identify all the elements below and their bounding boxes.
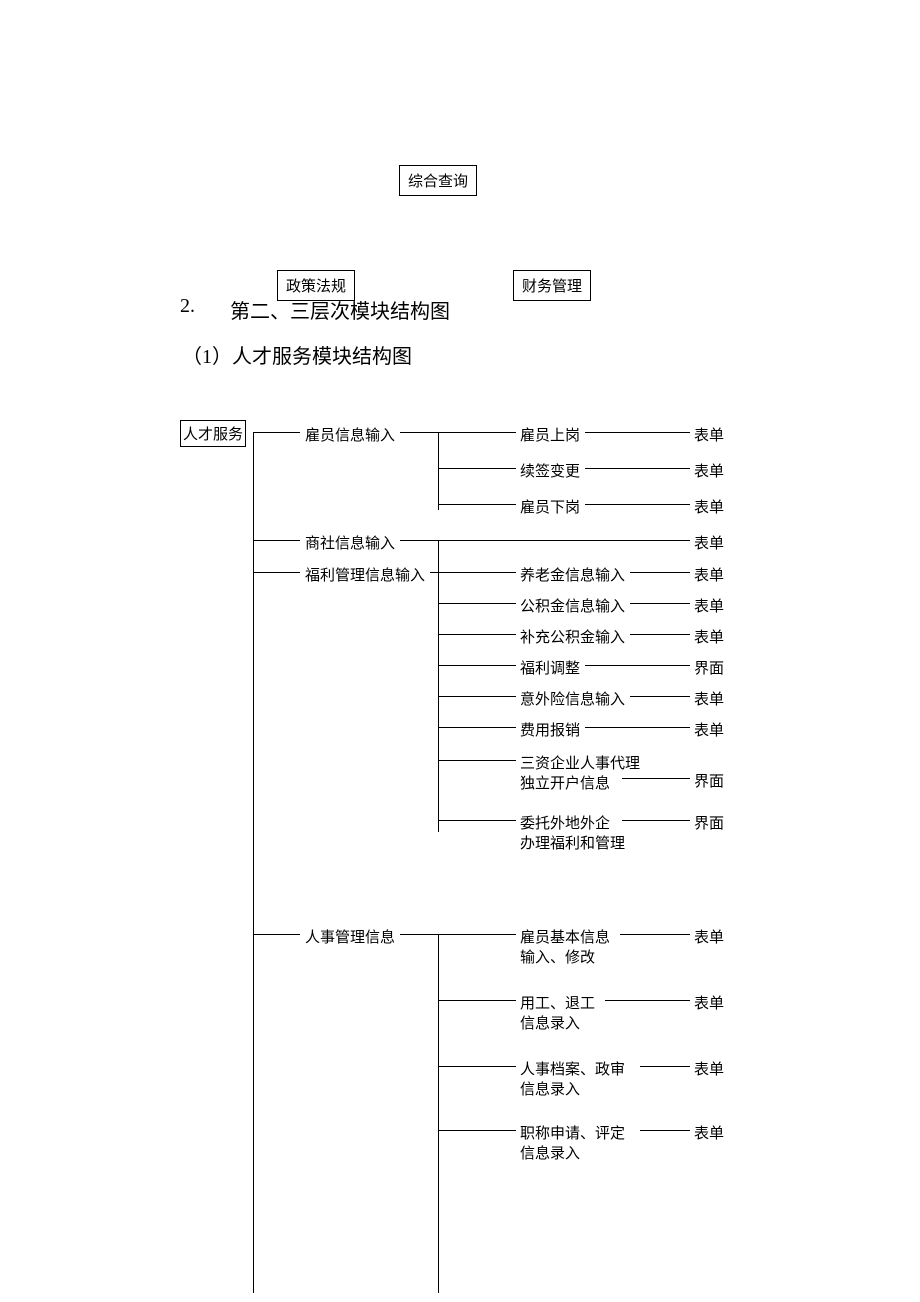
- vline-main: [253, 432, 254, 1293]
- h-b2: [438, 603, 516, 604]
- h-c1: [438, 934, 516, 935]
- h-a2-tag: [585, 468, 690, 469]
- h-c4: [438, 1130, 516, 1131]
- h-main-n2: [253, 540, 300, 541]
- h-main-n3: [253, 572, 300, 573]
- c4a: 职称申请、评定: [520, 1122, 625, 1143]
- b8-tag: 界面: [694, 812, 724, 833]
- h-a1-tag: [585, 432, 690, 433]
- b8a: 委托外地外企: [520, 812, 610, 833]
- h-b5-tag: [630, 696, 690, 697]
- box-zonghe: 综合查询: [399, 165, 477, 196]
- h-b1-tag: [630, 572, 690, 573]
- h-a3-tag: [585, 504, 690, 505]
- b4: 福利调整: [520, 657, 580, 678]
- heading-1: 第二、三层次模块结构图: [230, 295, 450, 324]
- a2-tag: 表单: [694, 460, 724, 481]
- h-b1: [438, 572, 516, 573]
- h-n1-sub: [400, 432, 438, 433]
- a2: 续签变更: [520, 460, 580, 481]
- h-b6-tag: [585, 727, 690, 728]
- h-c3-tag: [640, 1066, 690, 1067]
- b3-tag: 表单: [694, 626, 724, 647]
- root-box: 人才服务: [180, 420, 246, 447]
- heading-num: 2.: [180, 295, 195, 318]
- h-b6: [438, 727, 516, 728]
- h-b3: [438, 634, 516, 635]
- c1-tag: 表单: [694, 926, 724, 947]
- h-n4-sub: [400, 934, 438, 935]
- h-b7: [438, 760, 516, 761]
- n3: 福利管理信息输入: [305, 564, 425, 585]
- a3-tag: 表单: [694, 496, 724, 517]
- h-c4-tag: [640, 1130, 690, 1131]
- b3: 补充公积金输入: [520, 626, 625, 647]
- b6: 费用报销: [520, 719, 580, 740]
- h-c1-tag: [620, 934, 690, 935]
- b4-tag: 界面: [694, 657, 724, 678]
- c2-tag: 表单: [694, 992, 724, 1013]
- a1: 雇员上岗: [520, 424, 580, 445]
- vline-sub1: [438, 432, 439, 510]
- h-b8: [438, 820, 516, 821]
- b8b: 办理福利和管理: [520, 832, 625, 853]
- h-b8-tag: [622, 820, 690, 821]
- b1-tag: 表单: [694, 564, 724, 585]
- h-b2-tag: [630, 603, 690, 604]
- h-a3: [438, 504, 516, 505]
- b5: 意外险信息输入: [520, 688, 625, 709]
- h-a2: [438, 468, 516, 469]
- a3: 雇员下岗: [520, 496, 580, 517]
- box-caiwu: 财务管理: [513, 270, 591, 301]
- b2: 公积金信息输入: [520, 595, 625, 616]
- c1b: 输入、修改: [520, 946, 595, 967]
- h-c2: [438, 1000, 516, 1001]
- h-b4-tag: [585, 665, 690, 666]
- c2a: 用工、退工: [520, 992, 595, 1013]
- h-b4: [438, 665, 516, 666]
- b7a: 三资企业人事代理: [520, 752, 640, 773]
- n2: 商社信息输入: [305, 532, 395, 553]
- n2-tag: 表单: [694, 532, 724, 553]
- b6-tag: 表单: [694, 719, 724, 740]
- h-b7-tag: [622, 778, 690, 779]
- n4: 人事管理信息: [305, 926, 395, 947]
- vline-sub4: [438, 934, 439, 1293]
- c4-tag: 表单: [694, 1122, 724, 1143]
- c3a: 人事档案、政审: [520, 1058, 625, 1079]
- h-c2-tag: [605, 1000, 690, 1001]
- n1: 雇员信息输入: [305, 424, 395, 445]
- b1: 养老金信息输入: [520, 564, 625, 585]
- h-a1: [438, 432, 516, 433]
- c3b: 信息录入: [520, 1078, 580, 1099]
- c2b: 信息录入: [520, 1012, 580, 1033]
- h-b5: [438, 696, 516, 697]
- h-b3-tag: [630, 634, 690, 635]
- c4b: 信息录入: [520, 1142, 580, 1163]
- h-c3: [438, 1066, 516, 1067]
- c1a: 雇员基本信息: [520, 926, 610, 947]
- h-n2-tag: [400, 540, 690, 541]
- c3-tag: 表单: [694, 1058, 724, 1079]
- vline-sub3: [438, 541, 439, 832]
- b7b: 独立开户信息: [520, 772, 610, 793]
- h-n3-sub: [430, 572, 438, 573]
- b7-tag: 界面: [694, 770, 724, 791]
- b5-tag: 表单: [694, 688, 724, 709]
- h-main-n4: [253, 934, 300, 935]
- b2-tag: 表单: [694, 595, 724, 616]
- a1-tag: 表单: [694, 424, 724, 445]
- heading-2: （1）人才服务模块结构图: [182, 340, 412, 369]
- h-main-n1: [253, 432, 300, 433]
